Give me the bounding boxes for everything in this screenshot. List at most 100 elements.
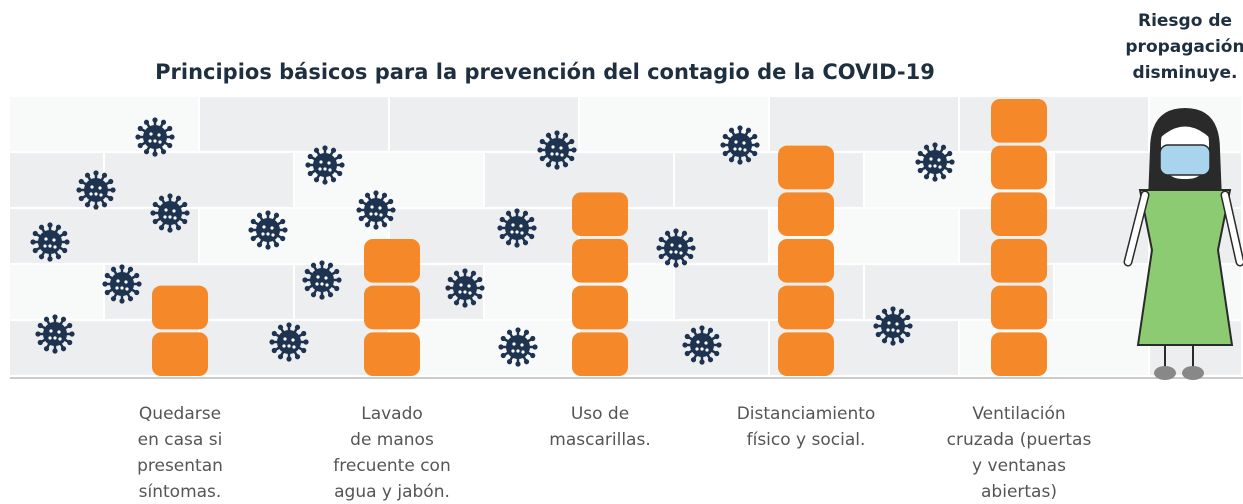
- virus-tip: [336, 277, 341, 282]
- virus-tip: [873, 323, 878, 328]
- virus-body: [664, 236, 688, 260]
- virus-tip: [523, 211, 528, 216]
- virus-tip: [716, 342, 721, 347]
- virus-body: [505, 216, 529, 240]
- virus-tip: [714, 334, 719, 339]
- virus-dot: [559, 146, 562, 149]
- virus-tip: [365, 222, 370, 227]
- virus-tip: [265, 244, 270, 249]
- virus-tip: [563, 133, 568, 138]
- virus-tip: [337, 154, 342, 159]
- risk-block: [572, 239, 628, 283]
- virus-tip: [176, 225, 181, 230]
- risk-block: [572, 286, 628, 330]
- virus-dot: [53, 245, 56, 248]
- virus-tip: [184, 210, 189, 215]
- virus-tip: [128, 296, 133, 301]
- virus-dot: [521, 350, 524, 353]
- virus-dot: [292, 345, 295, 348]
- virus-body: [158, 201, 182, 225]
- virus-dot: [116, 279, 119, 282]
- virus-body: [881, 314, 905, 338]
- virus-tip: [691, 357, 696, 362]
- virus-dot: [670, 243, 673, 246]
- virus-tip: [167, 193, 172, 198]
- risk-block: [152, 286, 208, 330]
- virus-tip: [274, 213, 279, 218]
- virus-tip: [477, 294, 482, 299]
- virus-tip: [500, 217, 505, 222]
- virus-tip: [656, 245, 661, 250]
- virus-tip: [295, 325, 300, 330]
- virus-dot: [115, 286, 118, 289]
- virus-tip: [278, 354, 283, 359]
- virus-dot: [929, 157, 932, 160]
- virus-dot: [315, 282, 318, 285]
- virus-dot: [520, 343, 523, 346]
- virus-tip: [445, 285, 450, 290]
- virus-tip: [506, 211, 511, 216]
- virus-tip: [39, 225, 44, 230]
- virus-tip: [373, 224, 378, 229]
- virus-tip: [720, 142, 725, 147]
- virus-tip: [331, 177, 336, 182]
- virus-tip: [30, 239, 35, 244]
- virus-tip: [278, 325, 283, 330]
- virus-tip: [257, 242, 262, 247]
- virus-tip: [359, 216, 364, 221]
- virus-tip: [52, 314, 57, 319]
- virus-body: [313, 153, 337, 177]
- virus-dot: [94, 192, 97, 195]
- virus-body: [453, 276, 477, 300]
- virus-tip: [159, 225, 164, 230]
- risk-block: [991, 239, 1047, 283]
- virus-tip: [144, 149, 149, 154]
- virus-tip: [685, 351, 690, 356]
- virus-tip: [708, 357, 713, 362]
- virus-tip: [56, 254, 61, 259]
- item-label: Uso de: [571, 404, 629, 424]
- virus-tip: [388, 199, 393, 204]
- virus-tip: [723, 151, 728, 156]
- virus-body: [690, 333, 714, 357]
- virus-tip: [153, 202, 158, 207]
- virus-dot: [467, 284, 470, 287]
- brick: [675, 153, 863, 207]
- virus-tip: [754, 142, 759, 147]
- virus-dot: [173, 216, 176, 219]
- virus-tip: [305, 162, 310, 167]
- virus-dot: [733, 147, 736, 150]
- virus-tip: [248, 227, 253, 232]
- risk-block: [572, 192, 628, 236]
- virus-dot: [158, 140, 161, 143]
- virus-tip: [688, 254, 693, 259]
- virus-tip: [182, 202, 187, 207]
- virus-tip: [111, 296, 116, 301]
- virus-dot: [320, 282, 323, 285]
- virus-tip: [61, 346, 66, 351]
- virus-dot: [323, 167, 326, 170]
- brick: [200, 97, 388, 151]
- virus-tip: [462, 268, 467, 273]
- virus-tip: [280, 236, 285, 241]
- brick: [675, 265, 863, 319]
- virus-tip: [571, 147, 576, 152]
- virus-dot: [679, 251, 682, 254]
- virus-tip: [529, 217, 534, 222]
- virus-body: [545, 138, 569, 162]
- virus-tip: [448, 294, 453, 299]
- virus-tip: [144, 120, 149, 125]
- virus-tip: [515, 361, 520, 366]
- virus-tip: [737, 125, 742, 130]
- virus-tip: [135, 134, 140, 139]
- item-label: mascarillas.: [549, 430, 650, 450]
- virus-tip: [134, 290, 139, 295]
- virus-tip: [531, 225, 536, 230]
- virus-tip: [153, 219, 158, 224]
- brick: [960, 209, 1148, 263]
- virus-tip: [319, 294, 324, 299]
- virus-tip: [746, 128, 751, 133]
- virus-dot: [938, 165, 941, 168]
- virus-tip: [76, 187, 81, 192]
- virus-tip: [685, 334, 690, 339]
